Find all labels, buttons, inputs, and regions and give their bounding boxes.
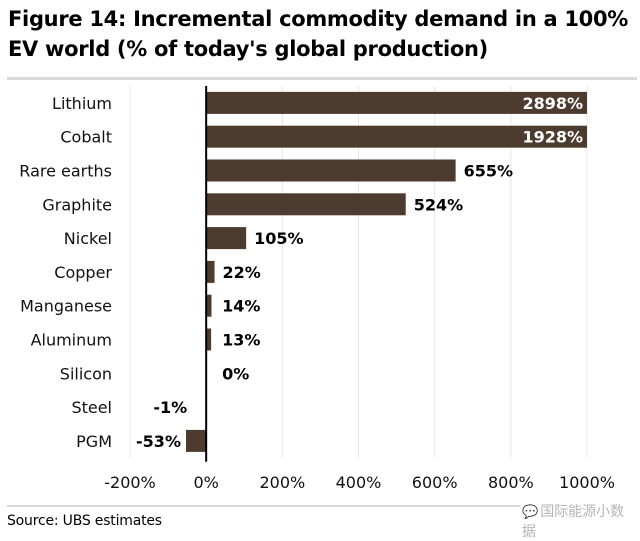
- value-label: 655%: [464, 162, 513, 181]
- bar: [206, 328, 212, 351]
- bar: [206, 227, 247, 250]
- x-tick-label: 800%: [488, 473, 534, 492]
- value-label: 14%: [222, 297, 260, 316]
- top-divider: [7, 77, 637, 80]
- category-label: PGM: [76, 432, 112, 451]
- watermark-text: 国际能源小数据: [522, 504, 625, 540]
- gridlines: [129, 86, 588, 458]
- category-label: Steel: [71, 398, 112, 417]
- category-label: Copper: [54, 263, 112, 282]
- value-label: 105%: [254, 229, 303, 248]
- category-label: Cobalt: [60, 128, 112, 147]
- x-tick-label: 1000%: [559, 473, 615, 492]
- value-label: 1928%: [522, 128, 583, 147]
- value-label: -53%: [136, 432, 181, 451]
- category-label: Silicon: [60, 364, 112, 383]
- x-tick-label: 0%: [193, 473, 218, 492]
- value-label: 22%: [223, 263, 261, 282]
- bottom-divider: [7, 505, 637, 507]
- bar: [185, 429, 207, 452]
- value-label: 13%: [222, 331, 260, 350]
- chart-title: Figure 14: Incremental commodity demand …: [8, 7, 629, 61]
- bars: [185, 91, 587, 452]
- category-label: Rare earths: [19, 162, 112, 181]
- bar: [206, 260, 215, 283]
- category-label: Nickel: [64, 229, 112, 248]
- labels: -200% 0% 200% 400% 600% 800% 1000% Lithium 2898%…: [19, 94, 615, 492]
- x-tick-label: 200%: [259, 473, 305, 492]
- x-tick-label: -200%: [104, 473, 156, 492]
- category-label: Aluminum: [31, 331, 112, 350]
- bar: [206, 294, 212, 317]
- bar: [206, 125, 587, 148]
- source-note: Source: UBS estimates: [7, 513, 162, 529]
- wechat-icon: 💬: [522, 505, 539, 520]
- value-label: 2898%: [522, 94, 583, 113]
- category-label: Manganese: [20, 297, 112, 316]
- bar: [206, 91, 587, 114]
- x-tick-label: 400%: [336, 473, 382, 492]
- bar: [206, 159, 456, 182]
- value-label: 524%: [414, 195, 463, 214]
- bar: [206, 193, 406, 216]
- category-label: Graphite: [42, 195, 112, 214]
- category-label: Lithium: [52, 94, 112, 113]
- value-label: -1%: [153, 398, 187, 417]
- x-tick-label: 600%: [412, 473, 458, 492]
- watermark: 💬 国际能源小数据: [520, 501, 640, 541]
- value-label: 0%: [222, 364, 249, 383]
